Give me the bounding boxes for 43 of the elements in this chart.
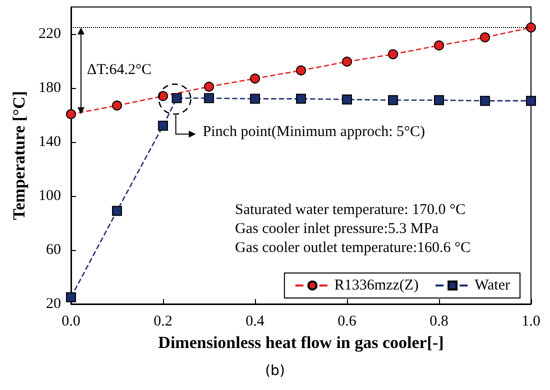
point bbox=[296, 65, 306, 76]
annotation: Gas cooler outlet temperature:160.6 °C bbox=[235, 240, 471, 257]
y-axis-title: Temperature [°C] bbox=[10, 90, 29, 220]
x-tick-label: 0.8 bbox=[430, 314, 448, 330]
text: (b) bbox=[264, 363, 286, 379]
x-axis-title: Dimensionless heat flow in gas cooler[-] bbox=[158, 333, 444, 352]
y-tick-label: 100 bbox=[38, 188, 61, 204]
point bbox=[388, 95, 398, 106]
point bbox=[480, 96, 490, 106]
point bbox=[250, 74, 260, 84]
x-tick-label: 1.0 bbox=[522, 314, 540, 330]
point bbox=[250, 94, 260, 104]
legend-label: Water bbox=[474, 278, 510, 294]
x-tick-label: 0.6 bbox=[338, 314, 357, 330]
point bbox=[434, 95, 444, 106]
y-tick-label: 220 bbox=[38, 26, 61, 42]
legend-label: R1336mzz(Z) bbox=[334, 278, 419, 294]
y-tick-label: 20 bbox=[46, 296, 61, 312]
x-tick-label: 0.2 bbox=[154, 314, 172, 330]
x-tick-label: 0.4 bbox=[246, 314, 265, 330]
point bbox=[112, 100, 122, 111]
point bbox=[526, 22, 536, 33]
y-tick-label: 60 bbox=[46, 242, 61, 258]
point bbox=[388, 49, 398, 60]
point bbox=[434, 40, 444, 50]
point bbox=[342, 94, 352, 104]
annotation: Gas cooler inlet pressure:5.3 MPa bbox=[235, 221, 439, 238]
point bbox=[526, 96, 536, 106]
annotation: Pinch point(Minimum approch: 5°C) bbox=[202, 124, 426, 142]
annotation: ΔT:64.2°C bbox=[87, 62, 152, 79]
point bbox=[66, 292, 76, 302]
point bbox=[112, 206, 122, 216]
point bbox=[342, 56, 352, 67]
point bbox=[204, 82, 214, 92]
annotation: Saturated water temperature: 170.0 °C bbox=[235, 202, 466, 219]
x-tick-label: 0.0 bbox=[62, 314, 80, 330]
y-tick-label: 140 bbox=[38, 134, 61, 150]
point bbox=[158, 120, 168, 131]
y-tick-label: 180 bbox=[38, 80, 61, 96]
point bbox=[296, 94, 306, 104]
point bbox=[204, 93, 214, 104]
point bbox=[480, 32, 490, 42]
point bbox=[66, 109, 76, 120]
